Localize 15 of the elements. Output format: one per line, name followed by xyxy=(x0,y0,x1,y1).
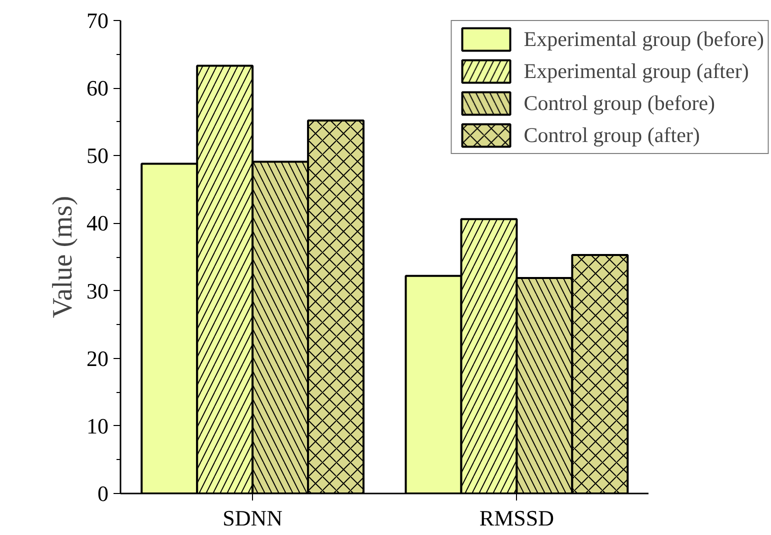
y-tick-label: 50 xyxy=(86,143,108,168)
y-tick-label: 60 xyxy=(86,76,108,101)
legend-label: Experimental group (after) xyxy=(524,58,749,84)
y-tick-label: 30 xyxy=(86,278,108,304)
legend-label: Experimental group (before) xyxy=(524,26,764,52)
y-tick-label: 40 xyxy=(86,210,108,236)
y-axis-title: Value (ms) xyxy=(48,196,78,318)
legend-label: Control group (before) xyxy=(524,90,716,116)
x-tick-label: RMSSD xyxy=(479,506,554,530)
y-tick-label: 70 xyxy=(86,8,108,33)
y-tick-label: 10 xyxy=(86,413,108,438)
y-tick-label: 20 xyxy=(86,346,108,371)
x-tick-label: SDNN xyxy=(222,506,283,530)
y-tick-label: 0 xyxy=(98,481,108,506)
legend-label: Control group (after) xyxy=(524,122,700,148)
